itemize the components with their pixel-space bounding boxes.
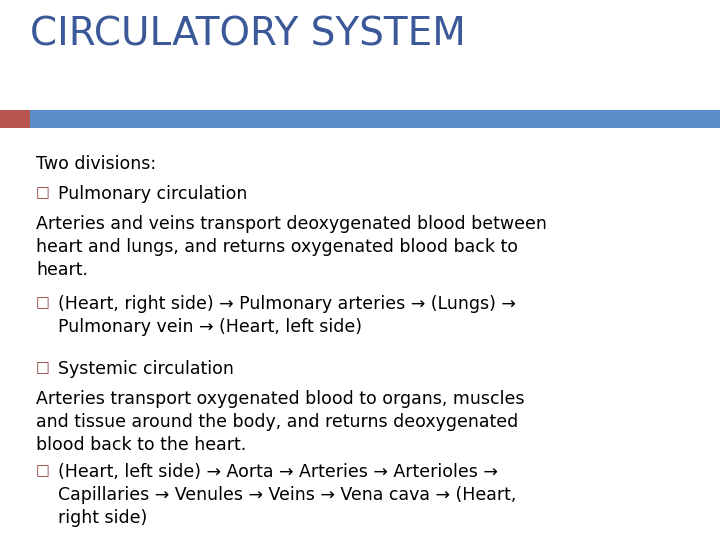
Bar bbox=[30, 110, 720, 128]
Text: (Heart, right side) → Pulmonary arteries → (Lungs) →
Pulmonary vein → (Heart, le: (Heart, right side) → Pulmonary arteries… bbox=[58, 295, 516, 336]
Text: □: □ bbox=[36, 360, 50, 375]
Text: Two divisions:: Two divisions: bbox=[36, 155, 156, 173]
Text: Arteries transport oxygenated blood to organs, muscles
and tissue around the bod: Arteries transport oxygenated blood to o… bbox=[36, 390, 524, 454]
Bar bbox=[0, 110, 30, 128]
Text: Systemic circulation: Systemic circulation bbox=[58, 360, 234, 378]
Text: CIRCULATORY SYSTEM: CIRCULATORY SYSTEM bbox=[30, 15, 466, 53]
Text: □: □ bbox=[36, 295, 50, 310]
Text: □: □ bbox=[36, 463, 50, 478]
Text: Arteries and veins transport deoxygenated blood between
heart and lungs, and ret: Arteries and veins transport deoxygenate… bbox=[36, 215, 547, 279]
Text: (Heart, left side) → Aorta → Arteries → Arterioles →
Capillaries → Venules → Vei: (Heart, left side) → Aorta → Arteries → … bbox=[58, 463, 516, 527]
Text: □: □ bbox=[36, 185, 50, 200]
Text: Pulmonary circulation: Pulmonary circulation bbox=[58, 185, 248, 203]
